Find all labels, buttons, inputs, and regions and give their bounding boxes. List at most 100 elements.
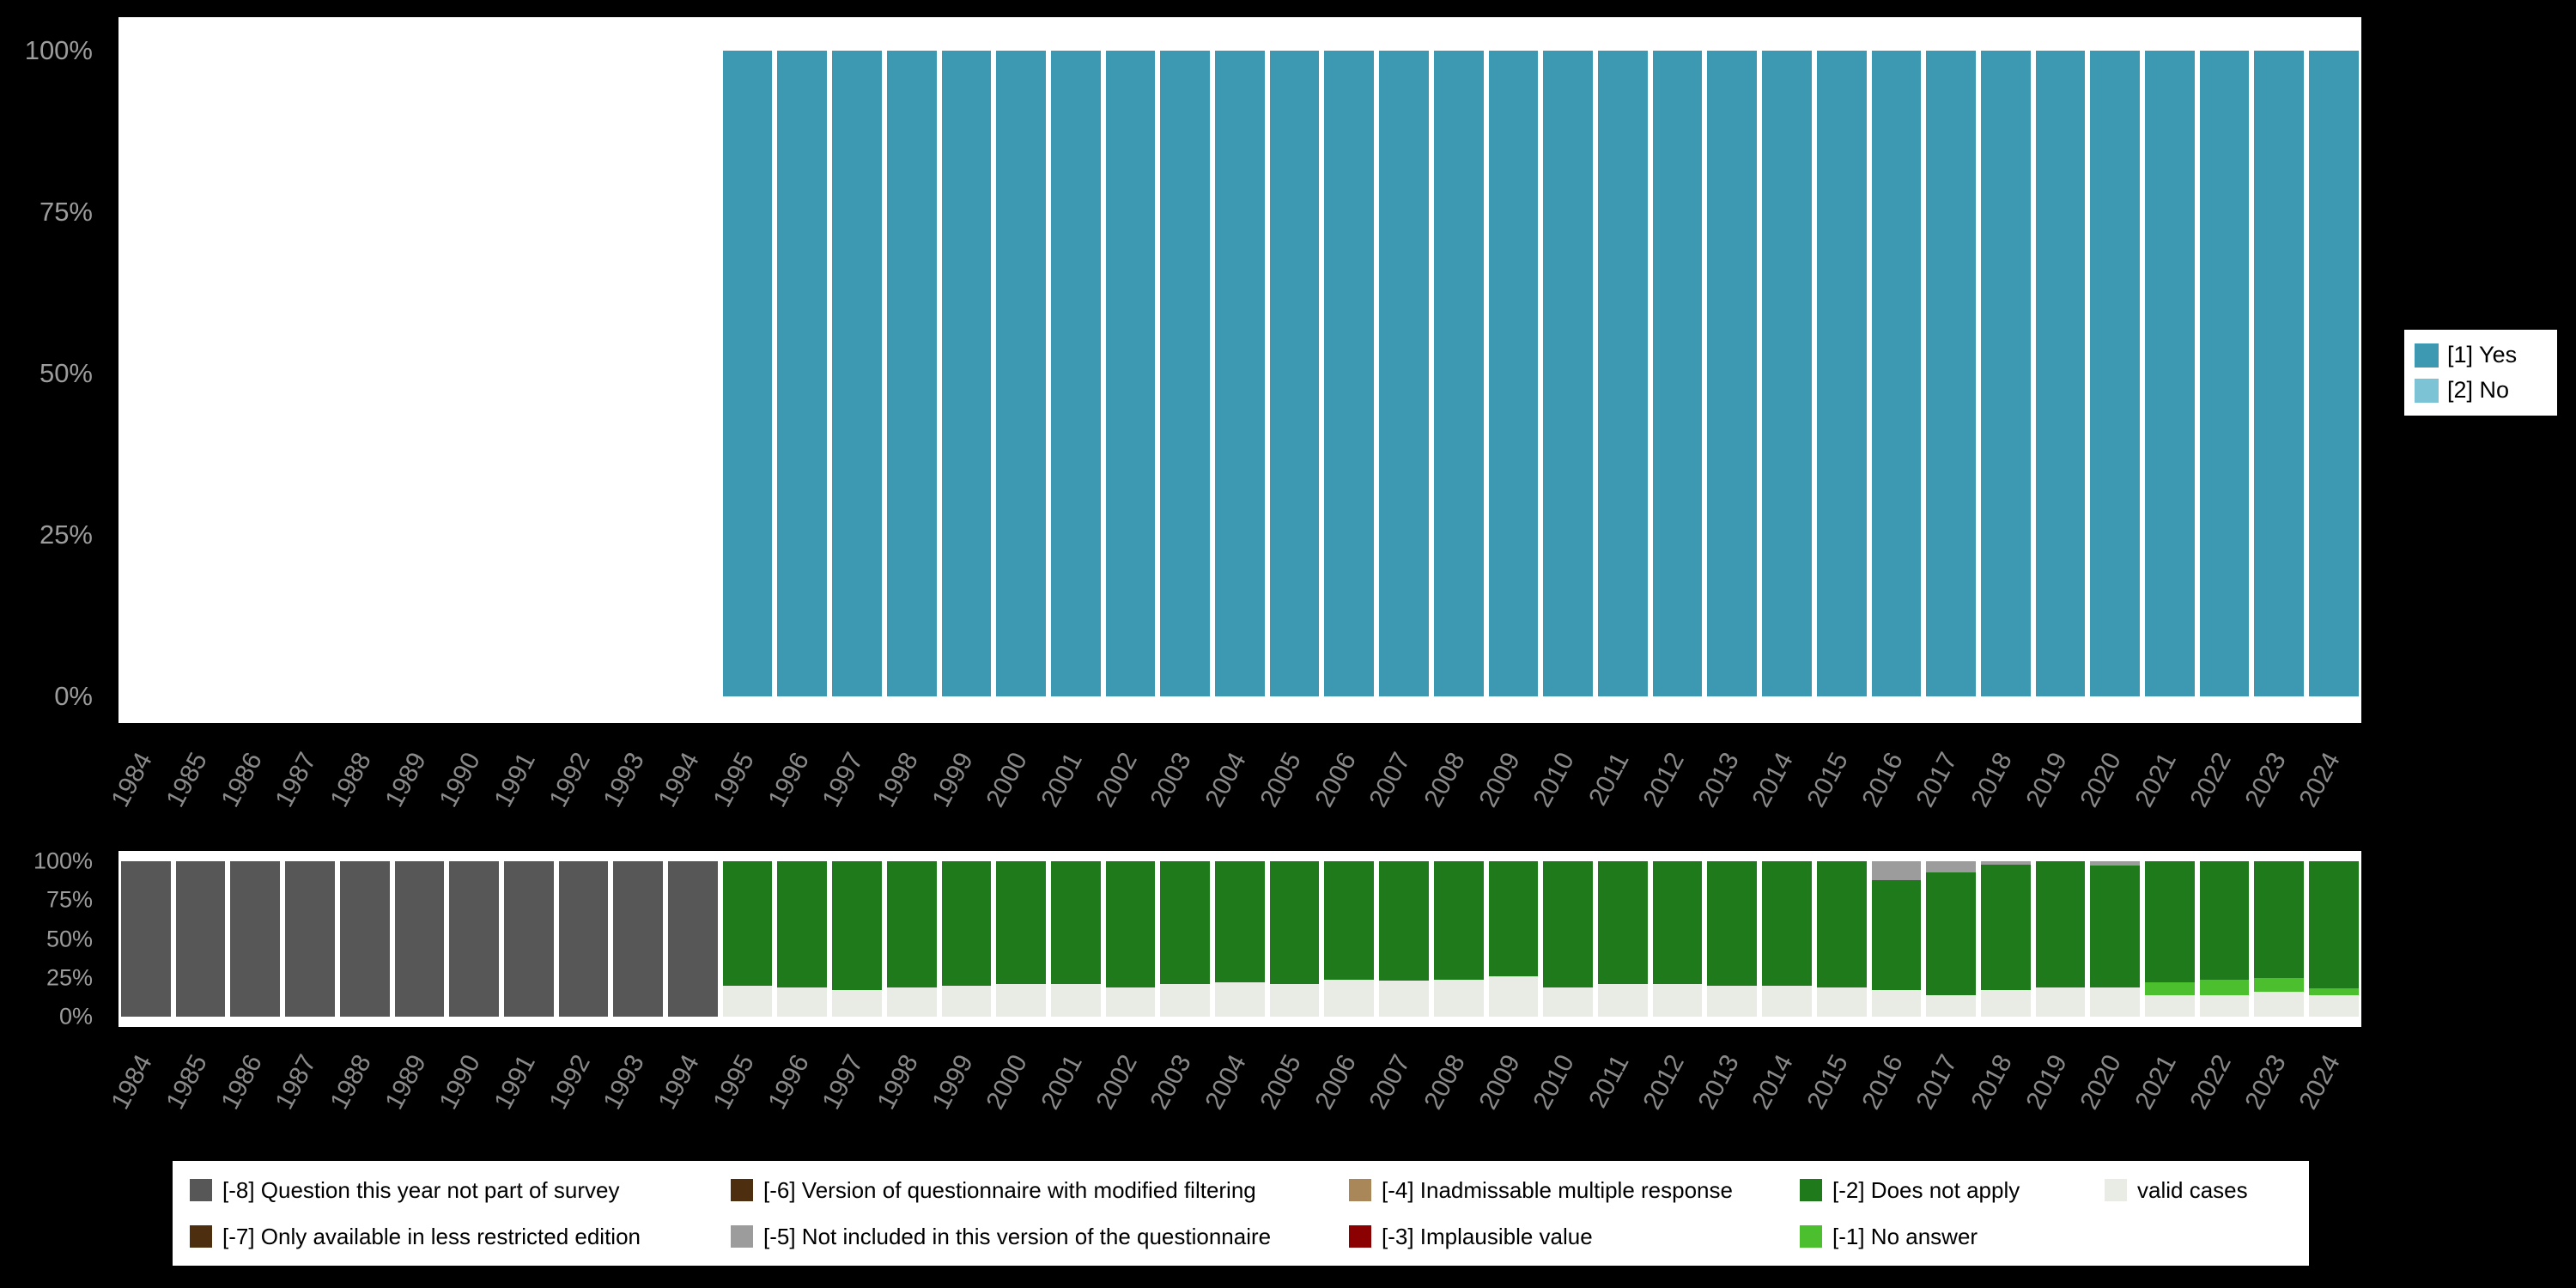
bar-segment bbox=[2035, 861, 2086, 987]
legend-item: [-2] Does not apply bbox=[1800, 1173, 2105, 1207]
x-tick: 2008 bbox=[1419, 1032, 1486, 1131]
bar-segment bbox=[1926, 861, 1976, 872]
bar-slot bbox=[2087, 861, 2142, 1017]
bar-segment bbox=[1871, 990, 1922, 1017]
x-tick: 1989 bbox=[380, 730, 447, 829]
bar-segment bbox=[1433, 51, 1484, 696]
bar-slot bbox=[665, 51, 720, 696]
bar-slot bbox=[1540, 861, 1595, 1017]
bar-slot bbox=[939, 51, 994, 696]
x-tick: 2013 bbox=[1692, 1032, 1759, 1131]
bar-segment bbox=[1707, 51, 1758, 696]
legend-item-label: [-1] No answer bbox=[1832, 1223, 1978, 1249]
x-tick: 2008 bbox=[1419, 730, 1486, 829]
legend-spacer bbox=[2105, 1219, 2292, 1254]
x-tick: 2007 bbox=[1364, 730, 1431, 829]
legend-column: [-2] Does not apply [-1] No answer bbox=[1800, 1173, 2105, 1254]
bar-2012 bbox=[1652, 51, 1703, 696]
legend-item-label: [1] Yes bbox=[2447, 342, 2518, 368]
bar-segment bbox=[2199, 51, 2250, 696]
bar-slot bbox=[611, 51, 665, 696]
bar-2016 bbox=[1871, 861, 1922, 1017]
x-tick: 2022 bbox=[2184, 1032, 2252, 1131]
bar-segment bbox=[1652, 861, 1703, 984]
x-tick: 2023 bbox=[2239, 730, 2306, 829]
bar-2012 bbox=[1652, 861, 1703, 1017]
bar-2020 bbox=[2090, 861, 2141, 1017]
bar-2008 bbox=[1433, 51, 1484, 696]
bar-slot bbox=[1267, 51, 1322, 696]
bar-slot bbox=[665, 861, 720, 1017]
legend-item: [-3] Implausible value bbox=[1349, 1219, 1800, 1254]
bar-2017 bbox=[1926, 861, 1976, 1017]
bar-segment bbox=[1379, 51, 1429, 696]
bar-slot bbox=[1869, 861, 1924, 1017]
bar-slot bbox=[1869, 51, 1924, 696]
bar-segment bbox=[886, 987, 937, 1017]
bar-2007 bbox=[1379, 51, 1429, 696]
legend-column: [-6] Version of questionnaire with modif… bbox=[731, 1173, 1349, 1254]
bar-2006 bbox=[1324, 51, 1375, 696]
bar-1987 bbox=[285, 861, 335, 1017]
bar-2024 bbox=[2309, 861, 2359, 1017]
bar-1990 bbox=[449, 51, 499, 696]
y-tick-label: 75% bbox=[39, 197, 93, 227]
bar-segment bbox=[2309, 994, 2359, 1017]
legend-color-key bbox=[1800, 1179, 1822, 1201]
bar-slot bbox=[556, 861, 611, 1017]
bar-slot bbox=[2033, 51, 2088, 696]
bar-1989 bbox=[394, 861, 445, 1017]
bar-slot bbox=[1103, 861, 1158, 1017]
bar-slot bbox=[1759, 861, 1814, 1017]
legend-item: [2] No bbox=[2415, 377, 2547, 404]
bar-segment bbox=[2090, 861, 2141, 866]
bar-slot bbox=[775, 51, 829, 696]
bar-segment bbox=[2254, 51, 2305, 696]
x-tick-label: 1984 bbox=[106, 1050, 158, 1115]
bar-slot bbox=[173, 51, 228, 696]
bar-segment bbox=[941, 861, 992, 986]
x-tick: 2017 bbox=[1911, 730, 1978, 829]
x-tick: 1995 bbox=[708, 1032, 775, 1131]
bar-segment bbox=[2254, 992, 2305, 1017]
bar-segment bbox=[1652, 51, 1703, 696]
legend-item-label: [-6] Version of questionnaire with modif… bbox=[763, 1176, 1256, 1203]
bar-slot bbox=[392, 861, 447, 1017]
bar-segment bbox=[1543, 987, 1593, 1017]
bar-segment bbox=[1324, 51, 1375, 696]
bar-slot bbox=[173, 861, 228, 1017]
bar-slot bbox=[228, 51, 283, 696]
bar-2006 bbox=[1324, 861, 1375, 1017]
bar-2021 bbox=[2145, 861, 2195, 1017]
x-tick: 1999 bbox=[927, 730, 994, 829]
legend-color-key bbox=[2415, 378, 2439, 403]
legend-item: [-5] Not included in this version of the… bbox=[731, 1219, 1349, 1254]
bar-2016 bbox=[1871, 51, 1922, 696]
bar-segment bbox=[1543, 861, 1593, 987]
bar-segment bbox=[722, 985, 773, 1017]
bar-slot bbox=[1814, 861, 1869, 1017]
bar-slot bbox=[829, 861, 884, 1017]
bar-2015 bbox=[1816, 861, 1867, 1017]
bar-slot bbox=[993, 51, 1048, 696]
bar-slot bbox=[501, 861, 556, 1017]
legend-color-key bbox=[731, 1179, 753, 1201]
y-tick-label: 50% bbox=[39, 358, 93, 388]
bar-slot bbox=[1704, 861, 1759, 1017]
bar-2023 bbox=[2254, 861, 2305, 1017]
x-tick: 1993 bbox=[598, 1032, 665, 1131]
bar-segment bbox=[722, 51, 773, 696]
x-tick: 2015 bbox=[1801, 730, 1869, 829]
x-tick: 1998 bbox=[872, 1032, 939, 1131]
bar-1993 bbox=[613, 861, 664, 1017]
bar-slot bbox=[2306, 51, 2361, 696]
x-tick: 2020 bbox=[2075, 1032, 2142, 1131]
bar-1997 bbox=[832, 861, 882, 1017]
bar-1990 bbox=[449, 861, 499, 1017]
bar-slot bbox=[1157, 861, 1212, 1017]
legend-column: [-8] Question this year not part of surv… bbox=[190, 1173, 731, 1254]
bar-slot bbox=[447, 51, 501, 696]
legend-item: [-4] Inadmissable multiple response bbox=[1349, 1173, 1800, 1207]
bar-1992 bbox=[559, 51, 609, 696]
bar-segment bbox=[1871, 861, 1922, 880]
